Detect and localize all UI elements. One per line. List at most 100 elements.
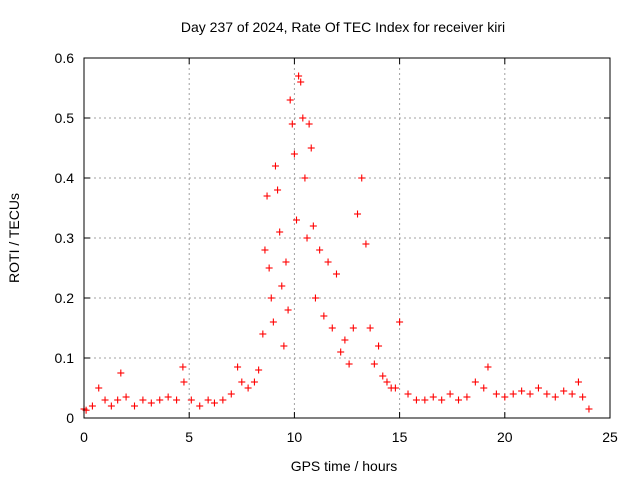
data-point bbox=[255, 366, 263, 374]
data-point bbox=[471, 378, 479, 386]
data-point bbox=[345, 360, 353, 368]
data-point bbox=[316, 246, 324, 254]
data-point bbox=[219, 396, 227, 404]
chart-title: Day 237 of 2024, Rate Of TEC Index for r… bbox=[181, 19, 505, 35]
data-point bbox=[560, 387, 568, 395]
data-point bbox=[455, 396, 463, 404]
data-point bbox=[383, 378, 391, 386]
data-point bbox=[429, 393, 437, 401]
data-point bbox=[276, 228, 284, 236]
grid-layer bbox=[84, 58, 610, 418]
data-point bbox=[204, 396, 212, 404]
data-point bbox=[463, 393, 471, 401]
data-point bbox=[244, 384, 252, 392]
data-point bbox=[107, 402, 115, 410]
y-tick-label: 0.2 bbox=[55, 290, 75, 306]
data-point bbox=[114, 396, 122, 404]
ticks-layer: 0 5 10 15 20 25 0 0.1 0.2 0.3 0.4 0.5 0.6 bbox=[55, 50, 618, 445]
x-tick-label: 10 bbox=[287, 429, 303, 445]
data-point bbox=[579, 393, 587, 401]
data-point bbox=[284, 306, 292, 314]
data-point bbox=[349, 324, 357, 332]
data-point bbox=[518, 387, 526, 395]
x-tick-label: 5 bbox=[185, 429, 193, 445]
data-point bbox=[274, 186, 282, 194]
data-point bbox=[354, 210, 362, 218]
data-point bbox=[307, 144, 315, 152]
data-point bbox=[238, 378, 246, 386]
data-point bbox=[311, 294, 319, 302]
data-point bbox=[101, 396, 109, 404]
data-point bbox=[250, 378, 258, 386]
data-point bbox=[267, 294, 275, 302]
data-point bbox=[139, 396, 147, 404]
data-point bbox=[234, 363, 242, 371]
data-point bbox=[320, 312, 328, 320]
data-point bbox=[568, 390, 576, 398]
data-point bbox=[122, 393, 130, 401]
x-tick-label: 20 bbox=[497, 429, 513, 445]
data-point bbox=[366, 324, 374, 332]
data-point bbox=[480, 384, 488, 392]
data-point bbox=[299, 114, 307, 122]
data-point bbox=[95, 384, 103, 392]
data-point bbox=[130, 402, 138, 410]
data-point bbox=[156, 396, 164, 404]
data-point bbox=[438, 396, 446, 404]
data-point bbox=[187, 396, 195, 404]
y-tick-label: 0.3 bbox=[55, 230, 75, 246]
data-point bbox=[379, 372, 387, 380]
data-point bbox=[358, 174, 366, 182]
data-point bbox=[297, 78, 305, 86]
data-point bbox=[261, 246, 269, 254]
data-point bbox=[370, 360, 378, 368]
data-point bbox=[446, 390, 454, 398]
data-point bbox=[484, 363, 492, 371]
data-point bbox=[88, 402, 96, 410]
y-tick-label: 0.5 bbox=[55, 110, 75, 126]
data-point bbox=[288, 120, 296, 128]
data-point bbox=[509, 390, 517, 398]
data-point bbox=[278, 282, 286, 290]
data-point bbox=[293, 216, 301, 224]
y-tick-label: 0 bbox=[66, 410, 74, 426]
data-point bbox=[412, 396, 420, 404]
data-point bbox=[328, 324, 336, 332]
y-tick-label: 0.4 bbox=[55, 170, 75, 186]
x-tick-label: 0 bbox=[80, 429, 88, 445]
data-point bbox=[396, 318, 404, 326]
data-point bbox=[574, 378, 582, 386]
data-point bbox=[164, 393, 172, 401]
data-point bbox=[534, 384, 542, 392]
data-point bbox=[282, 258, 290, 266]
data-point bbox=[280, 342, 288, 350]
y-axis-label: ROTI / TECUs bbox=[6, 193, 22, 283]
data-point bbox=[391, 384, 399, 392]
data-point bbox=[324, 258, 332, 266]
data-point bbox=[362, 240, 370, 248]
data-point bbox=[286, 96, 294, 104]
data-point bbox=[117, 369, 125, 377]
data-point bbox=[501, 393, 509, 401]
data-point bbox=[180, 378, 188, 386]
data-point bbox=[210, 399, 218, 407]
data-point bbox=[404, 390, 412, 398]
data-point bbox=[259, 330, 267, 338]
data-point bbox=[585, 405, 593, 413]
data-point bbox=[303, 234, 311, 242]
data-point bbox=[227, 390, 235, 398]
data-point bbox=[337, 348, 345, 356]
data-point bbox=[421, 396, 429, 404]
data-point bbox=[341, 336, 349, 344]
data-point bbox=[196, 402, 204, 410]
data-point bbox=[309, 222, 317, 230]
y-tick-label: 0.6 bbox=[55, 50, 75, 66]
data-point bbox=[263, 192, 271, 200]
data-point bbox=[179, 363, 187, 371]
x-tick-label: 25 bbox=[602, 429, 618, 445]
x-tick-label: 15 bbox=[392, 429, 408, 445]
data-point bbox=[492, 390, 500, 398]
data-point bbox=[301, 174, 309, 182]
